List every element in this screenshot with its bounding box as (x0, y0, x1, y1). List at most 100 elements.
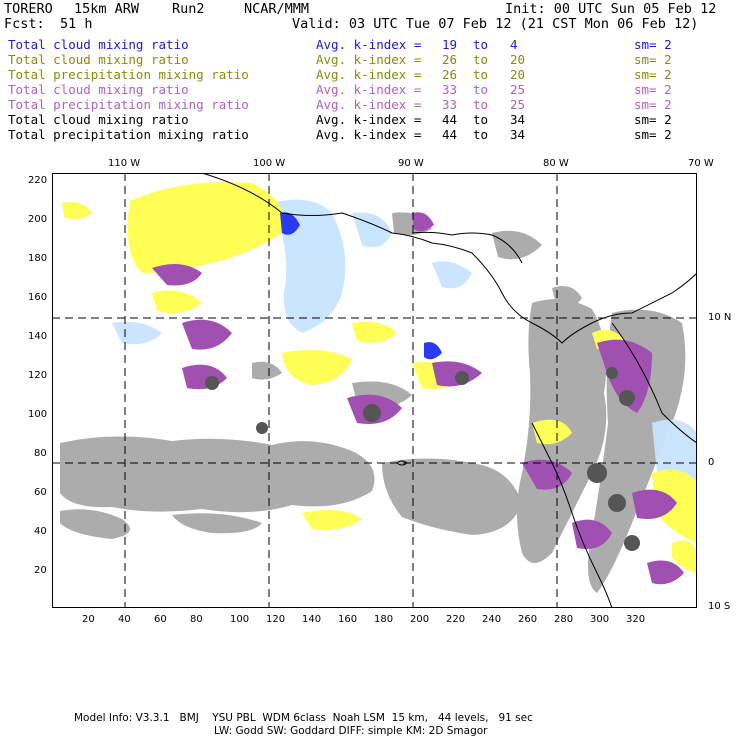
lon-label: 110 W (108, 158, 141, 169)
legend-to: 20 (510, 52, 526, 67)
y-tick-label: 60 (34, 487, 47, 498)
legend-field: Total cloud mixing ratio (8, 52, 189, 67)
legend-from: 44 (442, 127, 458, 142)
lon-label: 80 W (543, 158, 569, 169)
init-time: Init: 00 UTC Sun 05 Feb 12 (505, 1, 717, 17)
legend-to: 4 (510, 37, 518, 52)
legend-index: Avg. k-index = (316, 127, 422, 142)
legend-row: Total cloud mixing ratio Avg. k-index = … (8, 52, 672, 67)
legend-sm: sm= 2 (634, 52, 672, 67)
legend-row: Total precipitation mixing ratio Avg. k-… (8, 97, 672, 112)
legend-from: 44 (442, 112, 458, 127)
x-tick-label: 240 (482, 614, 502, 625)
x-tick-label: 40 (118, 614, 131, 625)
purple-precip-field (152, 212, 684, 585)
lon-label: 90 W (398, 158, 424, 169)
legend-to-word: to (473, 112, 489, 127)
x-tick-label: 300 (590, 614, 610, 625)
forecast-hours: 51 h (60, 16, 93, 32)
model-resolution: 15km ARW (74, 1, 140, 17)
lon-label: 70 W (688, 158, 714, 169)
x-tick-label: 220 (446, 614, 466, 625)
legend-to-word: to (473, 97, 489, 112)
legend-row: Total cloud mixing ratio Avg. k-index = … (8, 82, 672, 97)
x-tick-label: 280 (554, 614, 574, 625)
legend-row: Total precipitation mixing ratio Avg. k-… (8, 127, 672, 142)
y-tick-label: 200 (28, 214, 48, 225)
y-tick-label: 140 (28, 331, 48, 342)
lat-label: 10 N (708, 312, 732, 323)
lat-lon-grid (52, 173, 697, 608)
y-tick-label: 40 (34, 526, 47, 537)
lon-label: 100 W (253, 158, 286, 169)
lat-label: 10 S (708, 601, 731, 612)
legend-index: Avg. k-index = (316, 82, 422, 97)
y-tick-label: 120 (28, 370, 48, 381)
legend-index: Avg. k-index = (316, 112, 422, 127)
run-label: Run2 (172, 1, 205, 17)
org-label: NCAR/MMM (244, 1, 310, 17)
legend-from: 33 (442, 97, 458, 112)
y-tick-label: 180 (28, 253, 48, 264)
legend-to-word: to (473, 37, 489, 52)
legend-field: Total cloud mixing ratio (8, 82, 189, 97)
legend-to-word: to (473, 67, 489, 82)
legend-field: Total precipitation mixing ratio (8, 67, 249, 82)
legend-row: Total precipitation mixing ratio Avg. k-… (8, 67, 672, 82)
blue-cloud-cores (280, 212, 442, 360)
legend-index: Avg. k-index = (316, 97, 422, 112)
legend-index: Avg. k-index = (316, 37, 422, 52)
legend-to: 34 (510, 127, 526, 142)
legend-to-word: to (473, 82, 489, 97)
legend-from: 19 (442, 37, 458, 52)
legend-sm: sm= 2 (634, 112, 672, 127)
y-tick-label: 80 (34, 448, 47, 459)
legend-from: 26 (442, 67, 458, 82)
x-tick-label: 100 (230, 614, 250, 625)
x-tick-label: 320 (626, 614, 646, 625)
legend-field: Total precipitation mixing ratio (8, 127, 249, 142)
legend-field: Total precipitation mixing ratio (8, 97, 249, 112)
legend-row: Total cloud mixing ratio Avg. k-index = … (8, 37, 672, 52)
x-tick-label: 60 (154, 614, 167, 625)
legend-sm: sm= 2 (634, 67, 672, 82)
model-info: Model Info: V3.3.1 BMJ YSU PBL WDM 6clas… (74, 712, 533, 724)
legend-field: Total cloud mixing ratio (8, 112, 189, 127)
valid-time: Valid: 03 UTC Tue 07 Feb 12 (21 CST Mon … (292, 16, 699, 32)
model-name: TORERO (4, 1, 53, 17)
y-tick-label: 160 (28, 292, 48, 303)
legend-sm: sm= 2 (634, 127, 672, 142)
y-tick-label: 20 (34, 565, 47, 576)
legend-field: Total cloud mixing ratio (8, 37, 189, 52)
legend-to: 25 (510, 82, 526, 97)
legend-sm: sm= 2 (634, 97, 672, 112)
forecast-label: Fcst: (4, 16, 45, 32)
legend-row: Total cloud mixing ratio Avg. k-index = … (8, 112, 672, 127)
legend-sm: sm= 2 (634, 37, 672, 52)
legend-to-word: to (473, 52, 489, 67)
x-tick-label: 20 (82, 614, 95, 625)
legend-to: 25 (510, 97, 526, 112)
x-tick-label: 140 (302, 614, 322, 625)
lat-label: 0 (708, 457, 715, 468)
legend-to: 20 (510, 67, 526, 82)
legend-from: 26 (442, 52, 458, 67)
legend-to-word: to (473, 127, 489, 142)
x-tick-label: 80 (190, 614, 203, 625)
coastlines (201, 173, 697, 608)
weather-map (52, 173, 697, 608)
legend-index: Avg. k-index = (316, 67, 422, 82)
x-tick-label: 160 (338, 614, 358, 625)
map-frame (52, 173, 697, 608)
x-tick-label: 180 (374, 614, 394, 625)
y-tick-label: 220 (28, 175, 48, 186)
physics-info: LW: Godd SW: Goddard DIFF: simple KM: 2D… (214, 725, 488, 737)
legend-sm: sm= 2 (634, 82, 672, 97)
y-tick-label: 100 (28, 409, 48, 420)
dark-gray-precip-cores (205, 367, 640, 551)
legend-from: 33 (442, 82, 458, 97)
legend-to: 34 (510, 112, 526, 127)
legend-index: Avg. k-index = (316, 52, 422, 67)
x-tick-label: 260 (518, 614, 538, 625)
x-tick-label: 200 (410, 614, 430, 625)
